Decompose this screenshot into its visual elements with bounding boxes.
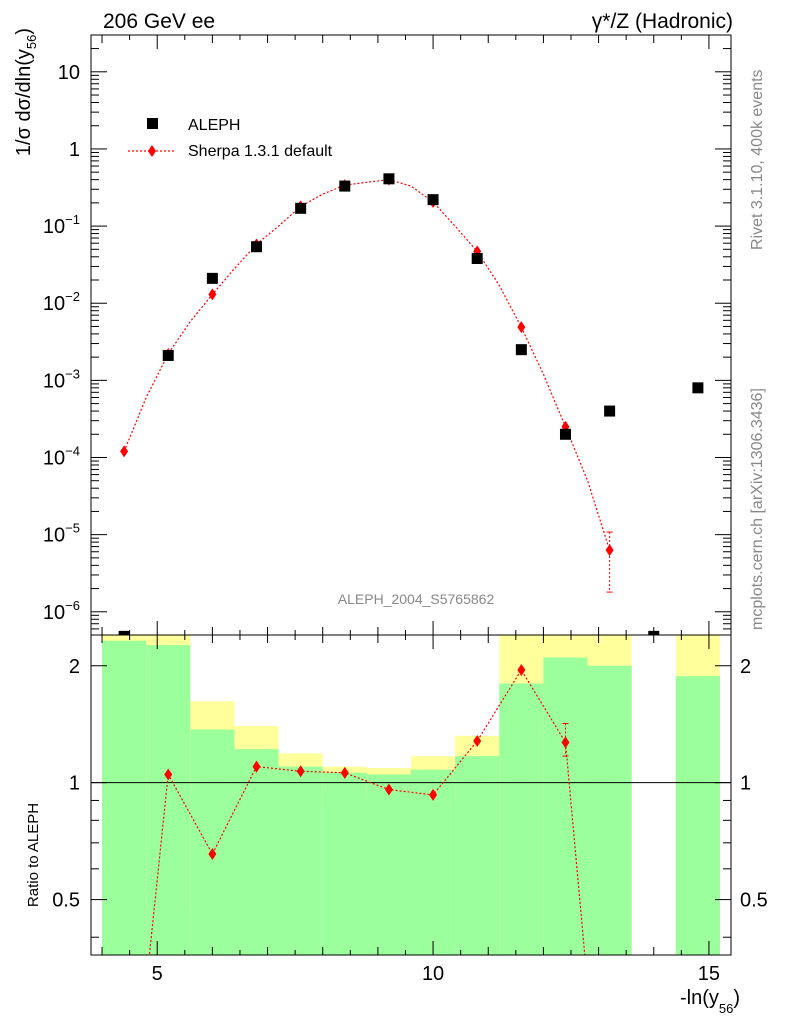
x-tick-label-1: 10 bbox=[422, 963, 444, 985]
x-axis-title: -ln(y56) bbox=[680, 987, 740, 1016]
x-axis-title-post: ) bbox=[733, 987, 740, 1009]
aleph-point-8 bbox=[471, 252, 483, 264]
ratio-panel-marks bbox=[91, 664, 731, 955]
ratio-band-green-3 bbox=[234, 749, 279, 955]
mcplots-label: mcplots.cern.ch [arXiv:1306.3436] bbox=[749, 388, 766, 630]
ratio-point-7 bbox=[473, 735, 482, 748]
aleph-point-11 bbox=[604, 405, 616, 417]
y-axis-title-ratio: Ratio to ALEPH bbox=[25, 803, 42, 907]
y-tick-label-main-4: 10−2 bbox=[43, 289, 80, 315]
legend-aleph-label: ALEPH bbox=[188, 117, 240, 134]
ratio-point-3 bbox=[296, 765, 305, 778]
ratio-band-green-4 bbox=[278, 766, 323, 955]
x-axis-title-sub: 56 bbox=[719, 1001, 733, 1016]
aleph-point-3 bbox=[251, 241, 263, 253]
x-tick-label-2: 15 bbox=[698, 963, 720, 985]
ratio-frame bbox=[90, 634, 732, 956]
ratio-point-5 bbox=[384, 783, 393, 796]
y-tick-label-ratio-right-1: 1 bbox=[740, 773, 751, 795]
aleph-point-1 bbox=[162, 350, 174, 362]
header-right-title: γ*/Z (Hadronic) bbox=[592, 10, 733, 33]
y-tick-label-ratio-left-1: 1 bbox=[69, 773, 80, 795]
ratio-point-9 bbox=[561, 736, 570, 749]
y-tick-label-main-7: 10 bbox=[58, 62, 80, 84]
y-tick-label-main-6: 1 bbox=[69, 139, 80, 161]
aleph-point-13 bbox=[692, 382, 704, 394]
y-axis-title-main: 1/σ dσ/dln(y56) bbox=[13, 28, 39, 156]
y-tick-label-main-5: 10−1 bbox=[43, 212, 80, 238]
aleph-point-4 bbox=[295, 202, 307, 214]
ratio-point-6 bbox=[429, 788, 438, 801]
y-axis-title-main-pre: 1/σ dσ/dln(y bbox=[13, 49, 35, 156]
axis-tick-labels: 5 10 15 10−6 10−5 10−4 10−3 10−2 10−1 1 10 0.5 0.5 1 1… bbox=[43, 62, 768, 985]
y-tick-label-ratio-left-0: 0.5 bbox=[52, 890, 80, 912]
ratio-band-green-10 bbox=[543, 657, 588, 955]
header-left-title: 206 GeV ee bbox=[103, 10, 215, 33]
ratio-band-green-12 bbox=[675, 676, 720, 955]
x-axis-title-pre: -ln(y bbox=[680, 987, 719, 1009]
y-tick-label-ratio-right-2: 2 bbox=[740, 656, 751, 678]
ratio-point-2 bbox=[252, 760, 261, 773]
ratio-point-1 bbox=[208, 848, 217, 861]
legend-sherpa-label: Sherpa 1.3.1 default bbox=[188, 143, 333, 160]
analysis-watermark: ALEPH_2004_S5765862 bbox=[338, 591, 495, 607]
y-tick-label-ratio-left-2: 2 bbox=[69, 656, 80, 678]
main-frame bbox=[90, 34, 732, 636]
y-tick-label-main-3: 10−3 bbox=[43, 366, 80, 392]
legend-aleph-marker bbox=[147, 118, 158, 129]
aleph-point-10 bbox=[559, 428, 571, 440]
ratio-point-4 bbox=[340, 766, 349, 779]
aleph-point-0 bbox=[118, 630, 130, 635]
axis-ticks bbox=[91, 34, 731, 955]
ratio-band-green-11 bbox=[587, 665, 632, 955]
y-axis-title-main-sub: 56 bbox=[24, 35, 39, 49]
y-tick-label-ratio-right-0: 0.5 bbox=[740, 890, 768, 912]
aleph-point-6 bbox=[383, 173, 395, 185]
ratio-band-green-6 bbox=[366, 774, 411, 955]
ratio-band-green-8 bbox=[455, 756, 500, 955]
sherpa-point-11 bbox=[605, 544, 614, 557]
ratio-band-green-1 bbox=[146, 645, 191, 955]
aleph-point-9 bbox=[515, 344, 527, 356]
y-tick-label-main-0: 10−6 bbox=[43, 598, 80, 624]
y-axis-title-main-post: ) bbox=[13, 28, 35, 35]
ratio-point-8 bbox=[517, 664, 526, 677]
ratio-band-green-2 bbox=[190, 729, 235, 955]
legend: ALEPH Sherpa 1.3.1 default bbox=[128, 117, 333, 160]
ratio-band-green-0 bbox=[102, 640, 147, 955]
y-tick-label-main-2: 10−4 bbox=[43, 444, 80, 470]
ratio-sherpa-line bbox=[148, 668, 586, 955]
sherpa-point-0 bbox=[120, 445, 129, 458]
aleph-point-5 bbox=[339, 180, 351, 192]
ratio-point-0 bbox=[164, 768, 173, 781]
x-tick-label-0: 5 bbox=[152, 963, 163, 985]
rivet-version-label: Rivet 3.1.10, 400k events bbox=[749, 69, 766, 250]
legend-sherpa-marker bbox=[148, 145, 156, 157]
main-panel-marks bbox=[118, 173, 704, 635]
ratio-uncertainty-bands bbox=[102, 635, 720, 955]
ratio-band-green-9 bbox=[499, 683, 544, 955]
aleph-point-7 bbox=[427, 194, 439, 206]
aleph-point-2 bbox=[206, 272, 218, 284]
sherpa-point-9 bbox=[517, 321, 526, 334]
ratio-band-green-5 bbox=[322, 772, 367, 955]
sherpa-curve bbox=[123, 178, 611, 551]
y-tick-label-main-1: 10−5 bbox=[43, 521, 80, 547]
sherpa-point-2 bbox=[208, 288, 217, 301]
